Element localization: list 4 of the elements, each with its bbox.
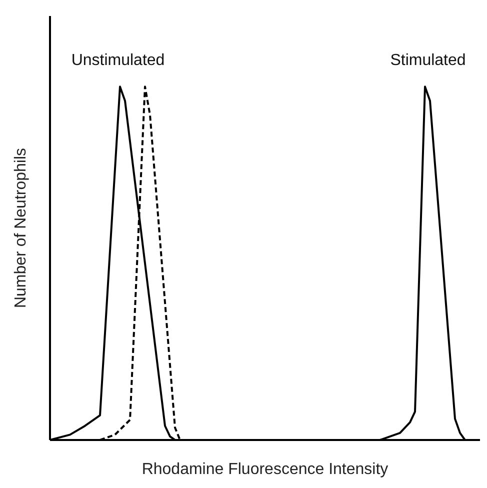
text: Stimulated xyxy=(390,52,466,70)
y-axis-title: Number of Neutrophils xyxy=(12,148,30,308)
text: Unstimulated xyxy=(71,52,165,70)
x-axis-title: Rhodamine Fluorescence Intensity xyxy=(142,461,388,478)
